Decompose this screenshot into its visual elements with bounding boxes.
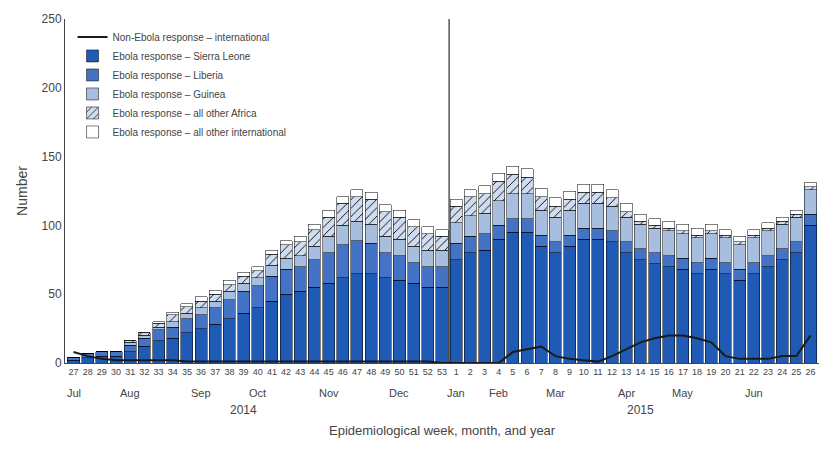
- svg-text:Jun: Jun: [745, 387, 763, 399]
- svg-text:2015: 2015: [627, 403, 654, 417]
- svg-text:20: 20: [720, 367, 730, 377]
- svg-text:35: 35: [182, 367, 192, 377]
- svg-text:38: 38: [224, 367, 234, 377]
- svg-text:Ebola response – Sierra Leone: Ebola response – Sierra Leone: [113, 51, 251, 62]
- svg-text:33: 33: [154, 367, 164, 377]
- svg-text:10: 10: [579, 367, 589, 377]
- svg-text:150: 150: [42, 150, 62, 164]
- svg-text:Aug: Aug: [120, 387, 140, 399]
- svg-text:25: 25: [791, 367, 801, 377]
- svg-text:2014: 2014: [230, 403, 257, 417]
- svg-text:May: May: [672, 387, 693, 399]
- svg-text:250: 250: [42, 12, 62, 26]
- svg-text:Mar: Mar: [546, 387, 565, 399]
- svg-text:36: 36: [196, 367, 206, 377]
- svg-text:13: 13: [621, 367, 631, 377]
- svg-text:4: 4: [496, 367, 501, 377]
- svg-text:6: 6: [525, 367, 530, 377]
- svg-text:100: 100: [42, 219, 62, 233]
- svg-text:53: 53: [437, 367, 447, 377]
- svg-text:Jan: Jan: [447, 387, 465, 399]
- svg-text:49: 49: [380, 367, 390, 377]
- svg-text:23: 23: [763, 367, 773, 377]
- svg-text:43: 43: [295, 367, 305, 377]
- svg-text:0: 0: [55, 356, 62, 370]
- svg-text:32: 32: [139, 367, 149, 377]
- svg-text:37: 37: [210, 367, 220, 377]
- svg-text:12: 12: [607, 367, 617, 377]
- svg-text:50: 50: [394, 367, 404, 377]
- svg-text:44: 44: [309, 367, 319, 377]
- svg-text:Ebola response – Liberia: Ebola response – Liberia: [113, 70, 224, 81]
- svg-text:48: 48: [366, 367, 376, 377]
- svg-text:51: 51: [409, 367, 419, 377]
- svg-text:5: 5: [510, 367, 515, 377]
- svg-text:Number: Number: [14, 166, 30, 216]
- svg-text:Feb: Feb: [489, 387, 508, 399]
- svg-text:3: 3: [482, 367, 487, 377]
- svg-text:1: 1: [454, 367, 459, 377]
- svg-text:Epidemiological week, month, a: Epidemiological week, month, and year: [329, 423, 556, 438]
- svg-text:16: 16: [664, 367, 674, 377]
- svg-text:52: 52: [423, 367, 433, 377]
- svg-text:Sep: Sep: [191, 387, 211, 399]
- svg-text:9: 9: [567, 367, 572, 377]
- svg-text:50: 50: [48, 287, 62, 301]
- svg-text:2: 2: [468, 367, 473, 377]
- svg-text:47: 47: [352, 367, 362, 377]
- svg-text:45: 45: [324, 367, 334, 377]
- svg-text:18: 18: [692, 367, 702, 377]
- svg-text:Non-Ebola response – internati: Non-Ebola response – international: [113, 32, 270, 43]
- svg-text:Jul: Jul: [67, 387, 81, 399]
- svg-text:17: 17: [678, 367, 688, 377]
- svg-text:Ebola response – all other int: Ebola response – all other international: [113, 127, 286, 138]
- svg-text:Apr: Apr: [618, 387, 635, 399]
- svg-text:41: 41: [267, 367, 277, 377]
- svg-text:40: 40: [253, 367, 263, 377]
- svg-text:34: 34: [168, 367, 178, 377]
- svg-text:Dec: Dec: [389, 387, 409, 399]
- svg-text:200: 200: [42, 81, 62, 95]
- svg-text:29: 29: [97, 367, 107, 377]
- svg-text:42: 42: [281, 367, 291, 377]
- svg-text:Ebola response – Guinea: Ebola response – Guinea: [113, 89, 226, 100]
- svg-text:Ebola response – all other Afr: Ebola response – all other Africa: [113, 108, 257, 119]
- svg-text:7: 7: [539, 367, 544, 377]
- svg-text:Oct: Oct: [249, 387, 266, 399]
- svg-text:26: 26: [805, 367, 815, 377]
- svg-text:28: 28: [83, 367, 93, 377]
- svg-text:46: 46: [338, 367, 348, 377]
- svg-text:11: 11: [593, 367, 602, 377]
- svg-text:31: 31: [125, 367, 135, 377]
- svg-text:8: 8: [553, 367, 558, 377]
- svg-text:27: 27: [68, 367, 78, 377]
- svg-text:21: 21: [735, 367, 745, 377]
- svg-text:24: 24: [777, 367, 787, 377]
- svg-text:Nov: Nov: [319, 387, 339, 399]
- svg-text:39: 39: [239, 367, 249, 377]
- svg-text:14: 14: [635, 367, 645, 377]
- svg-text:19: 19: [706, 367, 716, 377]
- svg-text:22: 22: [749, 367, 759, 377]
- svg-text:30: 30: [111, 367, 121, 377]
- svg-text:15: 15: [650, 367, 660, 377]
